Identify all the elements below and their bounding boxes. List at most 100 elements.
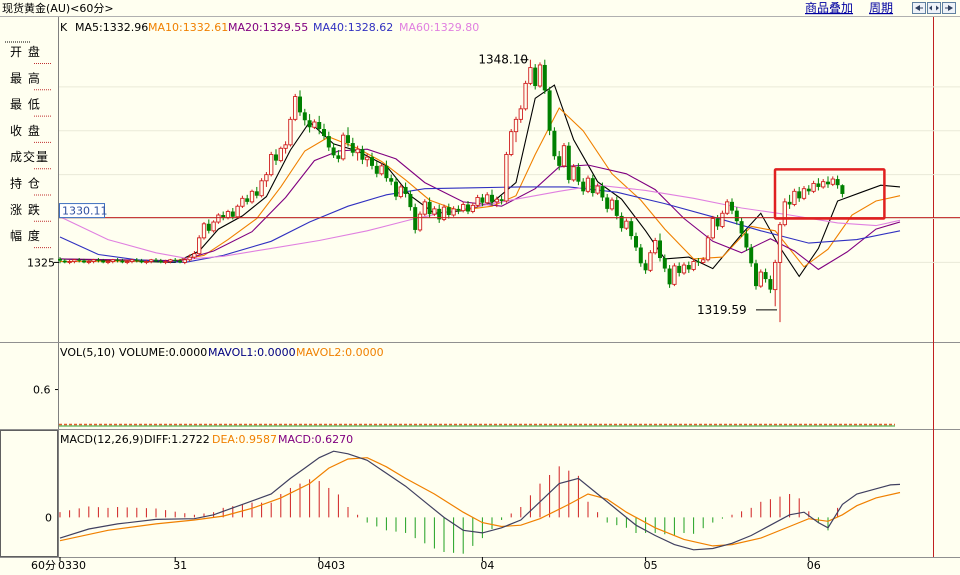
macd-legend: MACD(12,26,9) DIFF:1.2722 DEA:0.9587 MAC…	[60, 433, 353, 446]
candle-body	[605, 197, 610, 209]
candle	[197, 235, 202, 256]
candle	[605, 193, 610, 213]
candle-body	[821, 181, 826, 188]
candle-body	[86, 261, 91, 263]
candle	[725, 199, 730, 216]
candle	[614, 196, 619, 220]
candle-body	[494, 198, 499, 203]
period-link[interactable]: 周期	[869, 1, 893, 15]
candle	[446, 203, 451, 219]
zoom-icon[interactable]	[927, 2, 941, 14]
candle	[269, 151, 274, 177]
candle-body	[499, 199, 504, 201]
candle	[408, 190, 413, 211]
candle-body	[264, 174, 269, 182]
candle	[672, 263, 677, 287]
info-label: 开 盘	[10, 44, 41, 59]
macd-legend-macd: MACD:0.6270	[278, 433, 353, 446]
x-axis-label: 04	[480, 559, 494, 571]
candle-body	[72, 259, 77, 262]
candle-body	[705, 237, 711, 261]
candle	[192, 251, 197, 259]
candle	[768, 275, 773, 294]
candle	[499, 195, 504, 205]
candle	[816, 178, 821, 191]
candle-body	[322, 129, 326, 137]
candle-body	[542, 64, 547, 91]
candle	[571, 164, 576, 182]
candle	[461, 201, 466, 213]
candle	[830, 176, 835, 187]
candle-body	[614, 200, 619, 216]
candle-body	[173, 259, 178, 261]
candle-body	[307, 120, 312, 128]
vol-legend-mavol1: MAVOL1:0.0000	[208, 346, 296, 359]
scroll-left-icon[interactable]	[912, 2, 926, 14]
candle	[576, 163, 581, 186]
candle-body	[336, 155, 341, 159]
candle-body	[523, 82, 528, 110]
candle-body	[437, 208, 442, 220]
candle-body	[154, 259, 158, 261]
candle	[557, 150, 562, 171]
candle-body	[730, 201, 734, 211]
candle	[187, 254, 192, 262]
macd-zero-label: 0	[45, 511, 52, 524]
candle	[298, 90, 302, 116]
candle	[797, 186, 802, 202]
candle-body	[835, 179, 840, 186]
candle-body	[82, 260, 86, 263]
candle	[173, 258, 178, 263]
overlay-commodity-link[interactable]: 商品叠加	[805, 0, 853, 15]
candle-body	[326, 136, 331, 148]
candle	[744, 229, 749, 251]
candle-body	[134, 259, 139, 261]
info-label: 最 低	[10, 98, 41, 112]
candle	[643, 259, 648, 274]
candle	[72, 258, 77, 264]
candle-body	[158, 260, 163, 263]
candle	[667, 265, 672, 288]
candle-body	[394, 181, 398, 197]
candle-body	[201, 223, 207, 239]
candle-body	[619, 215, 624, 229]
candle-body	[571, 166, 576, 181]
candle-body	[537, 64, 543, 87]
candle-body	[653, 240, 658, 254]
info-label: 涨 跌	[10, 202, 41, 217]
legend-ma20: MA20:1329.55	[228, 21, 308, 34]
chart-title: 现货黄金(AU)<60分>	[2, 1, 114, 15]
candle-body	[408, 193, 413, 208]
candle-body	[816, 183, 821, 187]
candle	[705, 235, 711, 262]
candle	[624, 218, 629, 230]
candle-body	[782, 201, 787, 226]
candle	[754, 259, 758, 290]
candle-body	[590, 178, 595, 194]
candle-body	[754, 263, 758, 287]
candle-body	[432, 208, 437, 215]
ma-line-ma60	[59, 184, 901, 260]
candle	[523, 80, 528, 111]
x-axis-label: 05	[644, 559, 658, 571]
candle	[254, 186, 259, 199]
candle	[595, 183, 600, 195]
legend-ma60: MA60:1329.80	[399, 21, 479, 34]
candle	[350, 137, 355, 157]
candle-body	[763, 272, 768, 280]
candle	[384, 160, 389, 182]
macd-legend-diff: DIFF:1.2722	[144, 433, 210, 446]
candle	[326, 131, 331, 151]
candle-body	[658, 240, 662, 259]
candle	[763, 268, 768, 283]
candle	[662, 254, 667, 273]
candle-body	[576, 166, 581, 182]
candle-body	[139, 260, 144, 263]
candle-body	[350, 143, 355, 153]
candle	[154, 258, 158, 263]
candle	[355, 145, 360, 161]
scroll-right-icon[interactable]	[942, 2, 956, 14]
candle-body	[485, 194, 490, 204]
